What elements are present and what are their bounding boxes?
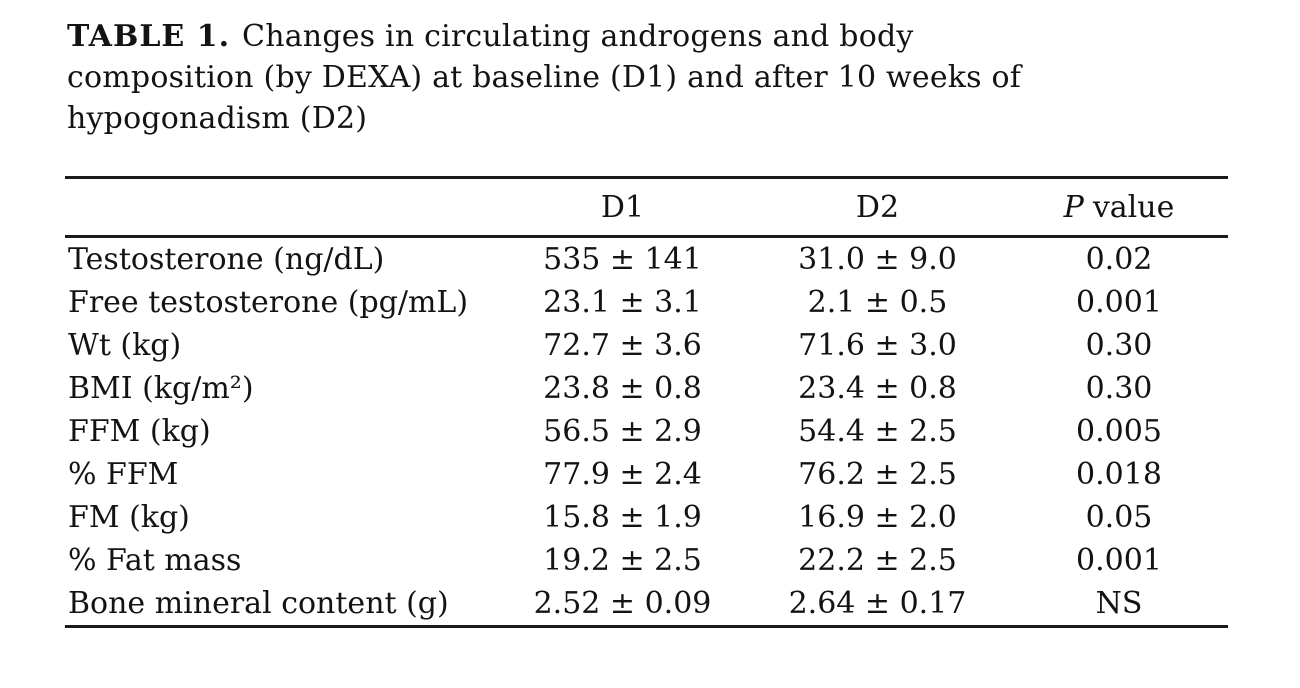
row-label: % FFM (68, 457, 179, 492)
table-caption: TABLE 1. Changes in circulating androgens… (67, 16, 1021, 139)
d1-value: 2.52 ± 0.09 (533, 586, 712, 621)
p-value: 0.02 (1085, 242, 1153, 277)
d2-value: 54.4 ± 2.5 (798, 414, 957, 449)
p-value: 0.001 (1076, 285, 1162, 320)
d2-value: 31.0 ± 9.0 (798, 242, 957, 277)
table-row: FM (kg) 15.8 ± 1.9 16.9 ± 2.0 0.05 (65, 496, 1228, 539)
caption-line-3: hypogonadism (D2) (67, 101, 368, 136)
table-row: FFM (kg) 56.5 ± 2.9 54.4 ± 2.5 0.005 (65, 410, 1228, 453)
caption-line-2: composition (by DEXA) at baseline (D1) a… (67, 60, 1022, 95)
row-label: Wt (kg) (68, 328, 182, 363)
caption-line-1-text: Changes in circulating androgens and bod… (242, 19, 914, 54)
header-p-italic: P (1063, 189, 1084, 225)
d1-value: 19.2 ± 2.5 (543, 543, 702, 578)
header-d1: D1 (500, 177, 745, 238)
d1-value: 535 ± 141 (543, 242, 702, 277)
p-value: 0.018 (1076, 457, 1162, 492)
p-value: 0.005 (1076, 414, 1162, 449)
d1-value: 15.8 ± 1.9 (543, 500, 702, 535)
d2-value: 22.2 ± 2.5 (798, 543, 957, 578)
caption-line-1: TABLE 1. Changes in circulating androgens… (67, 16, 1021, 57)
table-row: % Fat mass 19.2 ± 2.5 22.2 ± 2.5 0.001 (65, 539, 1228, 582)
row-label: Free testosterone (pg/mL) (68, 285, 469, 320)
table-row: BMI (kg/m²) 23.8 ± 0.8 23.4 ± 0.8 0.30 (65, 367, 1228, 410)
d1-value: 23.1 ± 3.1 (543, 285, 702, 320)
d2-value: 16.9 ± 2.0 (798, 500, 957, 535)
header-d2: D2 (745, 177, 1010, 238)
table-row: Testosterone (ng/dL) 535 ± 141 31.0 ± 9.… (65, 237, 1228, 282)
d2-value: 23.4 ± 0.8 (798, 371, 957, 406)
d1-value: 56.5 ± 2.9 (543, 414, 702, 449)
table-row: Wt (kg) 72.7 ± 3.6 71.6 ± 3.0 0.30 (65, 324, 1228, 367)
d1-value: 72.7 ± 3.6 (543, 328, 702, 363)
row-label: BMI (kg/m²) (68, 371, 254, 406)
d2-value: 2.64 ± 0.17 (788, 586, 967, 621)
row-label: FM (kg) (68, 500, 190, 535)
header-metric (65, 177, 500, 238)
p-value: 0.30 (1085, 371, 1153, 406)
table-row: Bone mineral content (g) 2.52 ± 0.09 2.6… (65, 582, 1228, 627)
caption-table-number: TABLE 1. (67, 19, 231, 54)
row-label: FFM (kg) (68, 414, 211, 449)
p-value: 0.05 (1085, 500, 1153, 535)
d2-value: 71.6 ± 3.0 (798, 328, 957, 363)
d1-value: 23.8 ± 0.8 (543, 371, 702, 406)
d2-value: 2.1 ± 0.5 (807, 285, 948, 320)
header-p-rest: value (1092, 189, 1175, 225)
row-label: Bone mineral content (g) (68, 586, 449, 621)
d2-value: 76.2 ± 2.5 (798, 457, 957, 492)
p-value: 0.30 (1085, 328, 1153, 363)
row-label: % Fat mass (68, 543, 242, 578)
row-label: Testosterone (ng/dL) (68, 242, 385, 277)
p-value: NS (1095, 586, 1143, 621)
p-value: 0.001 (1076, 543, 1162, 578)
table-row: Free testosterone (pg/mL) 23.1 ± 3.1 2.1… (65, 281, 1228, 324)
table-row: % FFM 77.9 ± 2.4 76.2 ± 2.5 0.018 (65, 453, 1228, 496)
d1-value: 77.9 ± 2.4 (543, 457, 702, 492)
